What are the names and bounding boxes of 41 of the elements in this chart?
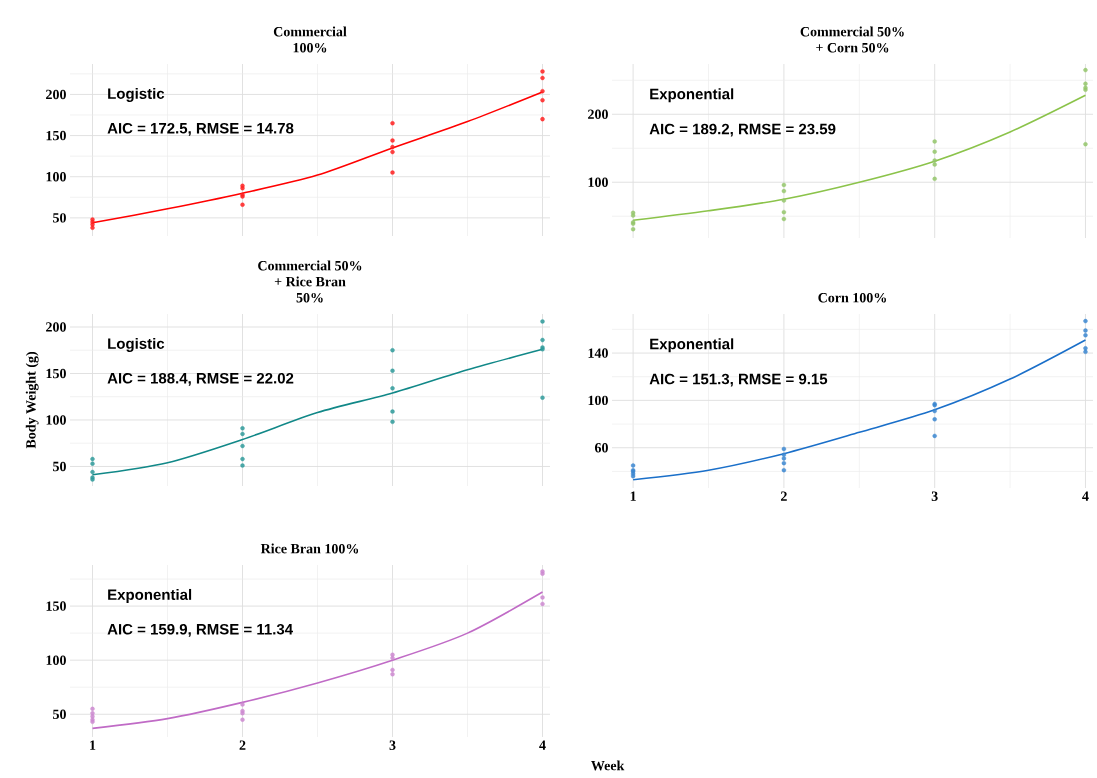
y-tick-label: 100 xyxy=(588,177,608,187)
y-tick-label: 50 xyxy=(53,709,66,719)
annotation: AIC = 151.3, RMSE = 9.15 xyxy=(649,373,828,387)
x-tick-label: 3 xyxy=(931,491,938,501)
annotation: Logistic xyxy=(108,87,165,102)
chart-title: Commercial 50% + Corn 50% xyxy=(800,26,904,53)
y-tick-label: 150 xyxy=(46,130,66,141)
x-tick-label: 1 xyxy=(630,491,636,501)
y-tick-label: 200 xyxy=(46,89,66,100)
x-tick-label: 2 xyxy=(780,491,787,501)
annotation: AIC = 188.4, RMSE = 22.02 xyxy=(107,372,294,386)
x-tick-label: 2 xyxy=(239,740,246,750)
annotation: AIC = 159.9, RMSE = 11.34 xyxy=(107,623,293,637)
y-tick-label: 60 xyxy=(594,443,608,453)
y-tick-label: 140 xyxy=(588,348,608,358)
y-tick-label: 50 xyxy=(53,461,66,472)
y-tick-label: 100 xyxy=(46,655,66,665)
x-axis-title: Week xyxy=(591,760,625,771)
y-tick-label: 100 xyxy=(46,415,66,425)
y-tick-label: 50 xyxy=(53,213,66,223)
y-tick-label: 100 xyxy=(46,172,66,182)
annotation: AIC = 172.5, RMSE = 14.78 xyxy=(107,122,294,136)
annotation: Exponential xyxy=(650,338,734,353)
annotation: Logistic xyxy=(108,337,165,352)
annotation: Exponential xyxy=(108,588,192,603)
chart-title: Commercial 50% + Rice Bran 50% xyxy=(258,260,362,303)
y-tick-label: 150 xyxy=(46,601,66,611)
x-tick-label: 3 xyxy=(389,740,396,750)
chart-title: Commercial 100% xyxy=(273,26,347,53)
chart-title: Corn 100% xyxy=(818,292,886,303)
y-tick-label: 200 xyxy=(46,322,66,332)
annotation: AIC = 189.2, RMSE = 23.59 xyxy=(649,123,836,137)
y-tick-label: 100 xyxy=(588,395,608,406)
y-tick-label: 200 xyxy=(588,109,608,120)
x-tick-label: 4 xyxy=(1082,491,1089,501)
x-tick-label: 1 xyxy=(90,740,96,750)
y-axis-title: Body Weight (g) xyxy=(25,352,39,449)
chart-title: Rice Bran 100% xyxy=(260,543,359,554)
y-tick-label: 150 xyxy=(46,368,66,379)
x-tick-label: 4 xyxy=(539,740,546,750)
annotation: Exponential xyxy=(650,88,734,103)
